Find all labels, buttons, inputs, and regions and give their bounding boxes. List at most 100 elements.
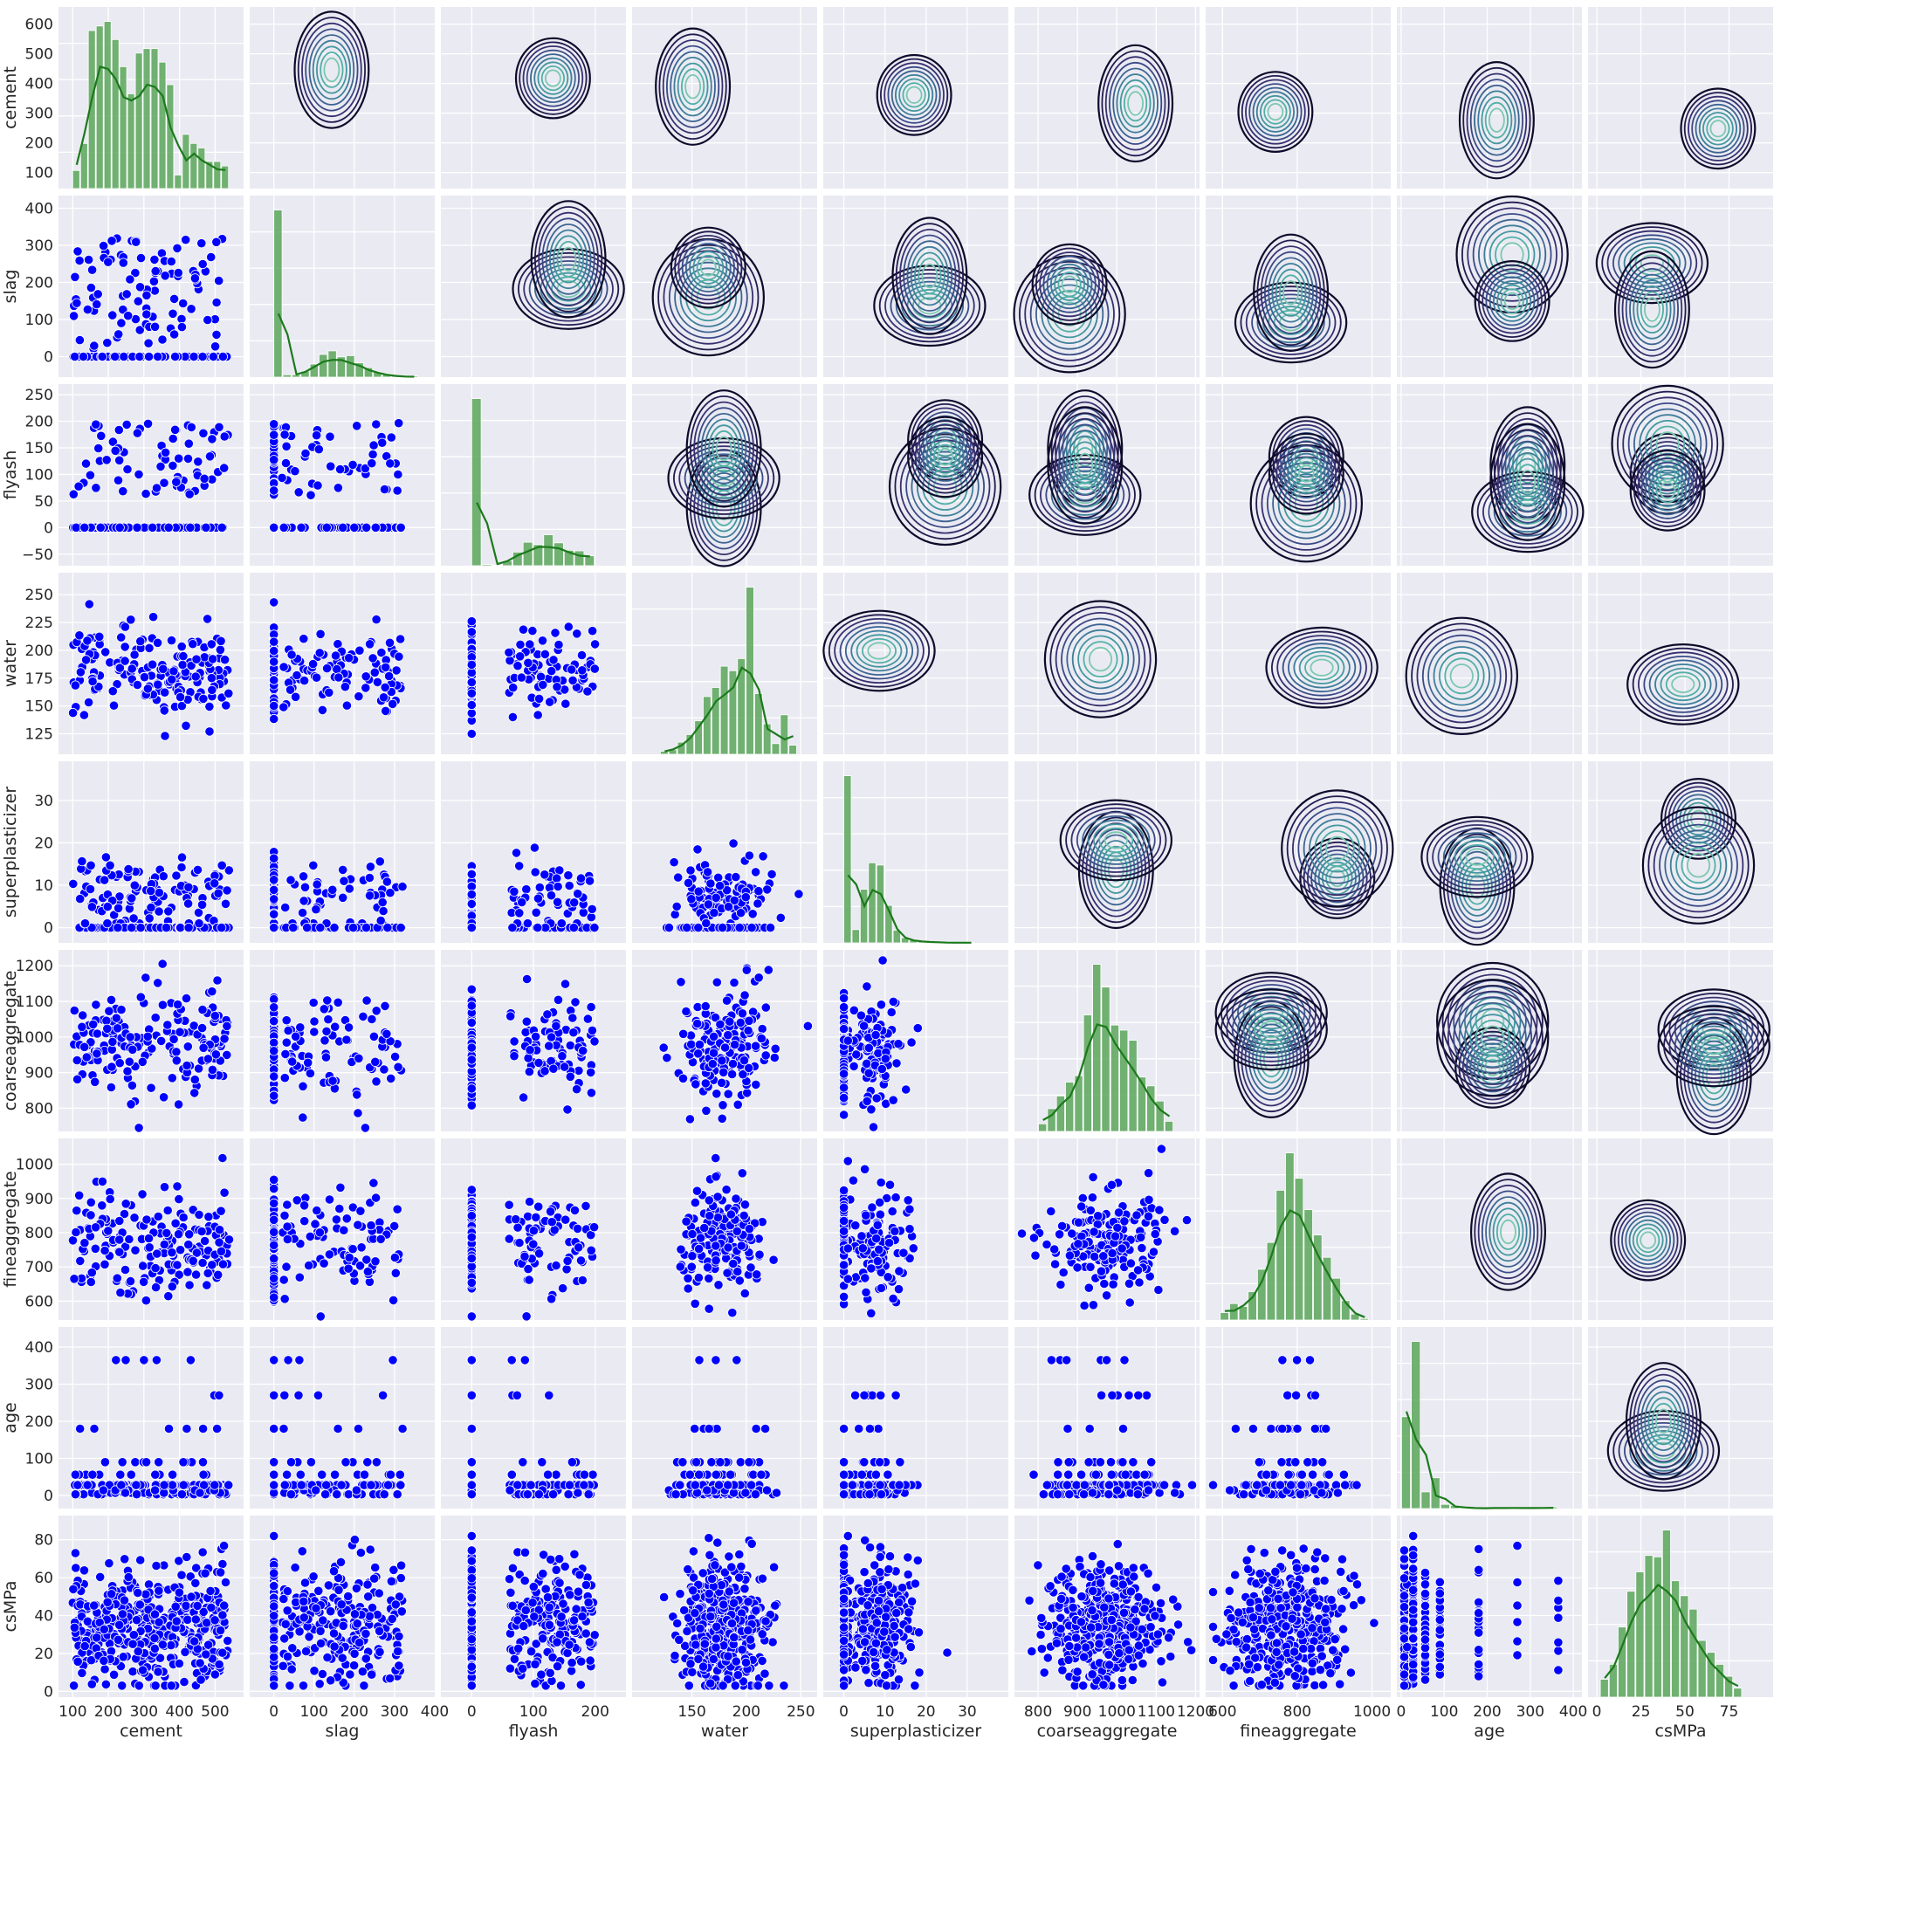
scatter-point bbox=[376, 647, 387, 658]
scatter-point bbox=[197, 1023, 208, 1034]
scatter-point bbox=[123, 863, 134, 875]
scatter-point bbox=[876, 1282, 887, 1294]
scatter-point bbox=[269, 430, 279, 440]
scatter-point bbox=[1088, 1300, 1099, 1310]
scatter-point bbox=[1102, 1290, 1112, 1301]
scatter-point bbox=[86, 902, 98, 912]
scatter-point bbox=[741, 965, 752, 975]
scatter-point bbox=[141, 1457, 152, 1468]
scatter-point bbox=[775, 912, 786, 923]
scatter-point bbox=[311, 672, 322, 683]
scatter-point bbox=[325, 431, 335, 442]
scatter-point bbox=[466, 627, 477, 637]
scatter-point bbox=[587, 1025, 598, 1036]
scatter-point bbox=[74, 1190, 85, 1200]
scatter-point bbox=[269, 522, 279, 533]
scatter-point bbox=[368, 653, 378, 663]
scatter-point bbox=[1136, 1232, 1146, 1242]
scatter-point bbox=[521, 884, 532, 895]
scatter-point bbox=[861, 1210, 871, 1220]
scatter-point bbox=[132, 679, 142, 691]
scatter-point bbox=[389, 1051, 401, 1062]
scatter-point bbox=[127, 1044, 138, 1055]
scatter-point bbox=[368, 1178, 379, 1188]
scatter-point bbox=[364, 872, 375, 883]
scatter-point bbox=[392, 1204, 402, 1214]
scatter-point bbox=[393, 1062, 403, 1072]
scatter-point bbox=[876, 1177, 886, 1188]
scatter-point bbox=[1110, 1231, 1121, 1241]
scatter-point bbox=[141, 290, 152, 300]
scatter-point bbox=[327, 884, 338, 895]
scatter-point bbox=[553, 881, 563, 892]
scatter-point bbox=[269, 419, 279, 430]
scatter-point bbox=[371, 419, 382, 430]
scatter-point bbox=[589, 1036, 600, 1047]
scatter-point bbox=[168, 460, 178, 471]
scatter-point bbox=[514, 861, 525, 871]
scatter-point bbox=[178, 1212, 189, 1223]
scatter-point bbox=[217, 1152, 228, 1164]
scatter-point bbox=[135, 252, 147, 264]
scatter-point bbox=[375, 856, 385, 867]
scatter-point bbox=[802, 1021, 814, 1031]
scatter-point bbox=[565, 1071, 575, 1082]
scatter-point bbox=[361, 1255, 372, 1265]
scatter-point bbox=[866, 1263, 877, 1274]
scatter-point bbox=[215, 644, 225, 655]
scatter-point bbox=[586, 1001, 596, 1013]
scatter-point bbox=[149, 285, 160, 296]
scatter-point bbox=[582, 1014, 594, 1024]
scatter-point bbox=[368, 440, 379, 450]
scatter-point bbox=[883, 1272, 893, 1282]
scatter-point bbox=[512, 661, 523, 671]
scatter-point bbox=[552, 897, 563, 907]
scatter-point bbox=[692, 844, 703, 855]
scatter-point bbox=[347, 1244, 358, 1255]
scatter-point bbox=[144, 351, 155, 362]
scatter-point bbox=[317, 1469, 327, 1480]
scatter-point bbox=[702, 867, 713, 877]
scatter-point bbox=[279, 1294, 290, 1304]
scatter-point bbox=[466, 984, 477, 994]
scatter-point bbox=[319, 1004, 329, 1014]
scatter-point bbox=[87, 676, 98, 687]
scatter-point bbox=[377, 437, 388, 448]
scatter-point bbox=[762, 884, 773, 895]
scatter-point bbox=[344, 653, 354, 663]
scatter-point bbox=[72, 1206, 82, 1216]
scatter-point bbox=[362, 1267, 373, 1277]
scatter-point bbox=[217, 522, 227, 533]
scatter-point bbox=[163, 522, 174, 533]
scatter-point bbox=[214, 275, 224, 286]
scatter-point bbox=[222, 1021, 232, 1032]
scatter-point bbox=[1028, 1233, 1040, 1243]
scatter-point bbox=[514, 908, 525, 918]
scatter-point bbox=[737, 1168, 747, 1179]
scatter-point bbox=[562, 1104, 573, 1115]
scatter-point bbox=[150, 265, 161, 277]
scatter-point bbox=[100, 1457, 111, 1468]
scatter-point bbox=[74, 334, 86, 346]
scatter-point bbox=[67, 1235, 79, 1246]
scatter-point bbox=[93, 443, 104, 454]
scatter-point bbox=[135, 923, 146, 933]
scatter-point bbox=[746, 923, 757, 933]
scatter-point bbox=[269, 1174, 279, 1185]
scatter-point bbox=[569, 897, 580, 908]
scatter-point bbox=[466, 1083, 477, 1094]
scatter-point bbox=[134, 325, 145, 335]
scatter-point bbox=[872, 1220, 883, 1231]
scatter-point bbox=[589, 639, 601, 650]
scatter-point bbox=[760, 1002, 771, 1013]
scatter-point bbox=[84, 254, 94, 265]
scatter-point bbox=[107, 236, 117, 246]
scatter-point bbox=[758, 851, 768, 862]
scatter-point bbox=[713, 1280, 724, 1290]
scatter-point bbox=[1117, 1243, 1127, 1254]
scatter-point bbox=[1144, 1194, 1154, 1205]
scatter-point bbox=[194, 918, 204, 929]
scatter-point bbox=[92, 1028, 103, 1039]
scatter-point bbox=[586, 1088, 597, 1098]
scatter-point bbox=[1087, 1193, 1098, 1203]
